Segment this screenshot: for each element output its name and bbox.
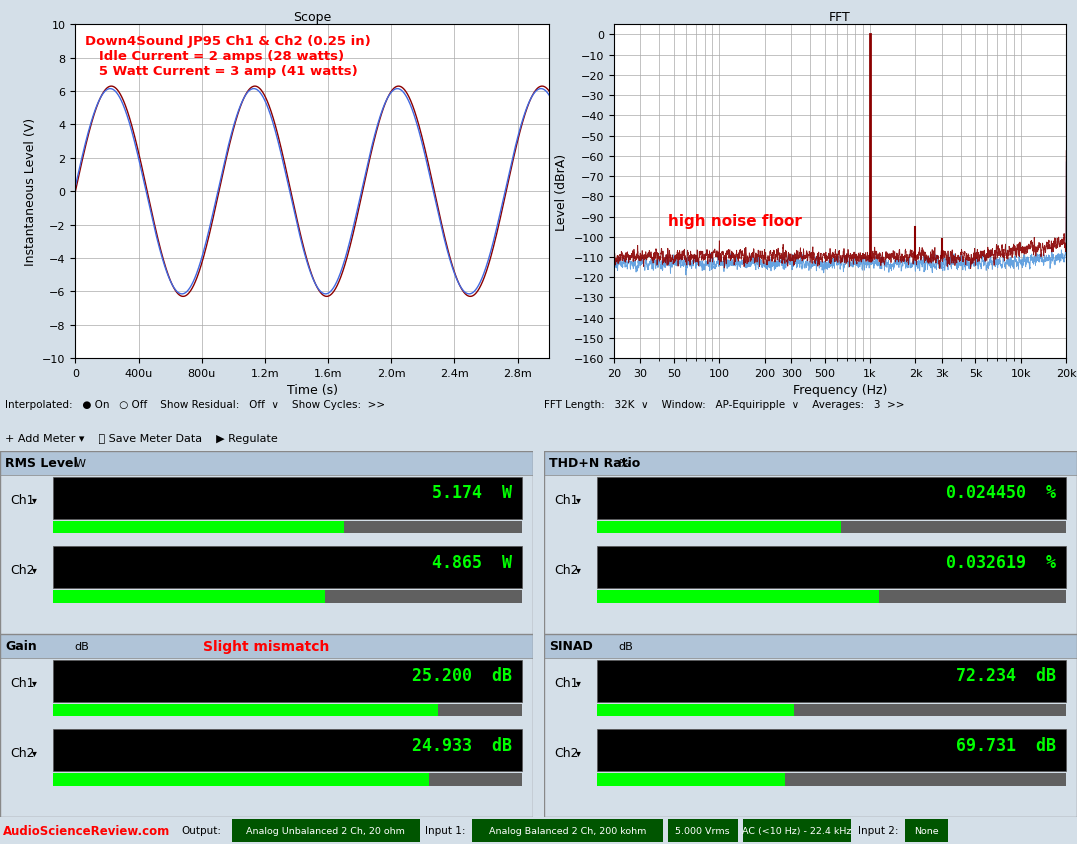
FancyBboxPatch shape — [54, 591, 325, 603]
FancyBboxPatch shape — [0, 452, 533, 475]
Text: THD+N Ratio: THD+N Ratio — [549, 457, 641, 470]
Text: ▾: ▾ — [32, 747, 37, 757]
Text: Ch1: Ch1 — [11, 676, 36, 690]
FancyBboxPatch shape — [597, 547, 1066, 588]
FancyBboxPatch shape — [597, 704, 794, 717]
FancyBboxPatch shape — [472, 820, 663, 841]
FancyBboxPatch shape — [597, 521, 841, 533]
Text: Input 2:: Input 2: — [858, 825, 899, 836]
Text: ▾: ▾ — [576, 678, 581, 688]
Text: 5.174  W: 5.174 W — [432, 484, 512, 501]
Text: 25.200  dB: 25.200 dB — [411, 667, 512, 684]
Text: + Add Meter ▾    💾 Save Meter Data    ▶ Regulate: + Add Meter ▾ 💾 Save Meter Data ▶ Regula… — [5, 434, 278, 444]
FancyBboxPatch shape — [54, 547, 522, 588]
Text: Interpolated:   ● On   ○ Off    Show Residual:   Off  ∨    Show Cycles:  >>: Interpolated: ● On ○ Off Show Residual: … — [5, 399, 386, 409]
Text: 72.234  dB: 72.234 dB — [955, 667, 1055, 684]
FancyBboxPatch shape — [597, 660, 1066, 702]
Text: RMS Level: RMS Level — [5, 457, 78, 470]
FancyBboxPatch shape — [544, 635, 1077, 658]
Text: Output:: Output: — [181, 825, 221, 836]
Text: high noise floor: high noise floor — [668, 214, 802, 229]
Y-axis label: Instantaneous Level (V): Instantaneous Level (V) — [24, 118, 37, 266]
Text: ▾: ▾ — [32, 495, 37, 505]
X-axis label: Time (s): Time (s) — [286, 384, 338, 397]
Text: ▾: ▾ — [576, 565, 581, 575]
Text: AudioScienceReview.com: AudioScienceReview.com — [3, 824, 170, 837]
Text: Down4Sound JP95 Ch1 & Ch2 (0.25 in)
   Idle Current = 2 amps (28 watts)
   5 Wat: Down4Sound JP95 Ch1 & Ch2 (0.25 in) Idle… — [85, 35, 370, 78]
Text: 69.731  dB: 69.731 dB — [955, 736, 1055, 754]
FancyBboxPatch shape — [597, 773, 785, 786]
Text: dB: dB — [74, 641, 89, 651]
Title: Scope: Scope — [293, 11, 332, 24]
FancyBboxPatch shape — [879, 591, 1066, 603]
Y-axis label: Level (dBrA): Level (dBrA) — [555, 154, 568, 230]
Title: FFT: FFT — [829, 11, 851, 24]
FancyBboxPatch shape — [438, 704, 522, 717]
Text: AC (<10 Hz) - 22.4 kHz: AC (<10 Hz) - 22.4 kHz — [742, 826, 852, 835]
Text: ▾: ▾ — [576, 495, 581, 505]
Text: 5.000 Vrms: 5.000 Vrms — [675, 826, 729, 835]
FancyBboxPatch shape — [785, 773, 1066, 786]
FancyBboxPatch shape — [743, 820, 851, 841]
FancyBboxPatch shape — [597, 729, 1066, 771]
FancyBboxPatch shape — [54, 477, 522, 519]
FancyBboxPatch shape — [345, 521, 522, 533]
Text: Ch2: Ch2 — [555, 563, 579, 576]
Text: Ch1: Ch1 — [555, 494, 579, 506]
Text: Analog Unbalanced 2 Ch, 20 ohm: Analog Unbalanced 2 Ch, 20 ohm — [246, 826, 405, 835]
FancyBboxPatch shape — [905, 820, 948, 841]
FancyBboxPatch shape — [0, 635, 533, 658]
Text: Analog Balanced 2 Ch, 200 kohm: Analog Balanced 2 Ch, 200 kohm — [489, 826, 646, 835]
Text: FFT Length:   32K  ∨    Window:   AP-Equiripple  ∨    Averages:   3  >>: FFT Length: 32K ∨ Window: AP-Equiripple … — [544, 399, 905, 409]
Text: None: None — [914, 826, 938, 835]
Text: Ch1: Ch1 — [11, 494, 36, 506]
Text: Input 1:: Input 1: — [425, 825, 466, 836]
FancyBboxPatch shape — [54, 704, 438, 717]
X-axis label: Frequency (Hz): Frequency (Hz) — [793, 384, 887, 397]
Text: Ch2: Ch2 — [11, 563, 36, 576]
FancyBboxPatch shape — [841, 521, 1066, 533]
Text: Gain: Gain — [5, 640, 37, 652]
Text: SINAD: SINAD — [549, 640, 593, 652]
FancyBboxPatch shape — [668, 820, 738, 841]
FancyBboxPatch shape — [54, 773, 429, 786]
Text: dB: dB — [618, 641, 633, 651]
Text: Ch2: Ch2 — [555, 745, 579, 759]
Text: 0.024450  %: 0.024450 % — [946, 484, 1055, 501]
Text: Slight mismatch: Slight mismatch — [204, 639, 330, 653]
FancyBboxPatch shape — [597, 591, 879, 603]
FancyBboxPatch shape — [794, 704, 1066, 717]
FancyBboxPatch shape — [544, 452, 1077, 475]
Text: ▾: ▾ — [576, 747, 581, 757]
Text: W: W — [74, 458, 86, 468]
Text: Ch1: Ch1 — [555, 676, 579, 690]
Text: 4.865  W: 4.865 W — [432, 553, 512, 571]
FancyBboxPatch shape — [54, 729, 522, 771]
FancyBboxPatch shape — [597, 477, 1066, 519]
FancyBboxPatch shape — [325, 591, 522, 603]
Text: ▾: ▾ — [32, 678, 37, 688]
Text: %: % — [618, 458, 629, 468]
FancyBboxPatch shape — [54, 521, 345, 533]
Text: ▾: ▾ — [32, 565, 37, 575]
FancyBboxPatch shape — [54, 660, 522, 702]
FancyBboxPatch shape — [429, 773, 522, 786]
FancyBboxPatch shape — [232, 820, 420, 841]
Text: 24.933  dB: 24.933 dB — [411, 736, 512, 754]
Text: Ch2: Ch2 — [11, 745, 36, 759]
Text: 0.032619  %: 0.032619 % — [946, 553, 1055, 571]
